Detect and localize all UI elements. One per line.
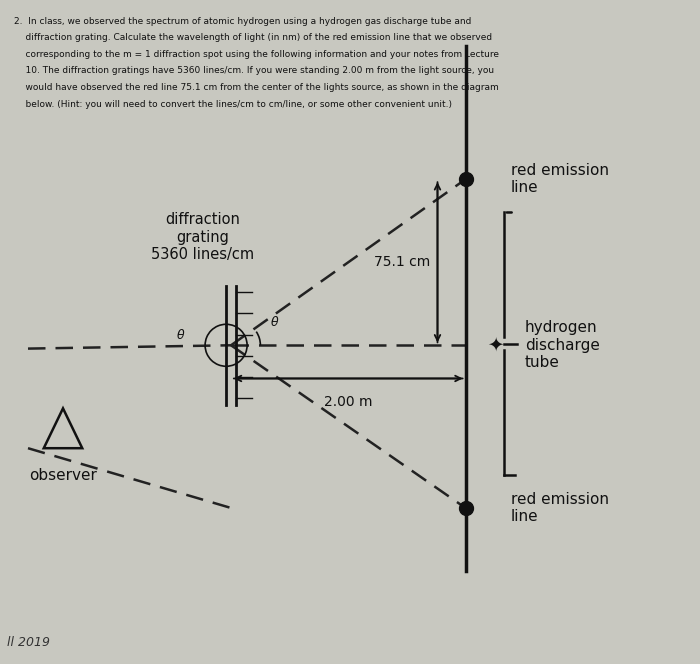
- Text: corresponding to the m = 1 diffraction spot using the following information and : corresponding to the m = 1 diffraction s…: [14, 50, 499, 59]
- Text: diffraction
grating
5360 lines/cm: diffraction grating 5360 lines/cm: [151, 212, 255, 262]
- Text: 2.00 m: 2.00 m: [324, 395, 372, 409]
- Text: $\theta$: $\theta$: [270, 315, 279, 329]
- Text: 10. The diffraction gratings have 5360 lines/cm. If you were standing 2.00 m fro: 10. The diffraction gratings have 5360 l…: [14, 66, 494, 76]
- Text: diffraction grating. Calculate the wavelength of light (in nm) of the red emissi: diffraction grating. Calculate the wavel…: [14, 33, 492, 42]
- Text: observer: observer: [29, 468, 97, 483]
- Text: red emission
line: red emission line: [511, 492, 609, 524]
- Text: would have observed the red line 75.1 cm from the center of the lights source, a: would have observed the red line 75.1 cm…: [14, 83, 498, 92]
- Text: $\theta$: $\theta$: [176, 328, 186, 343]
- Text: ✦: ✦: [486, 336, 503, 355]
- Text: ll 2019: ll 2019: [7, 636, 50, 649]
- Text: hydrogen
discharge
tube: hydrogen discharge tube: [525, 321, 600, 371]
- Text: 75.1 cm: 75.1 cm: [374, 255, 430, 270]
- Text: red emission
line: red emission line: [511, 163, 609, 195]
- Text: 2.  In class, we observed the spectrum of atomic hydrogen using a hydrogen gas d: 2. In class, we observed the spectrum of…: [14, 17, 471, 26]
- Text: below. (Hint: you will need to convert the lines/cm to cm/line, or some other co: below. (Hint: you will need to convert t…: [14, 100, 452, 109]
